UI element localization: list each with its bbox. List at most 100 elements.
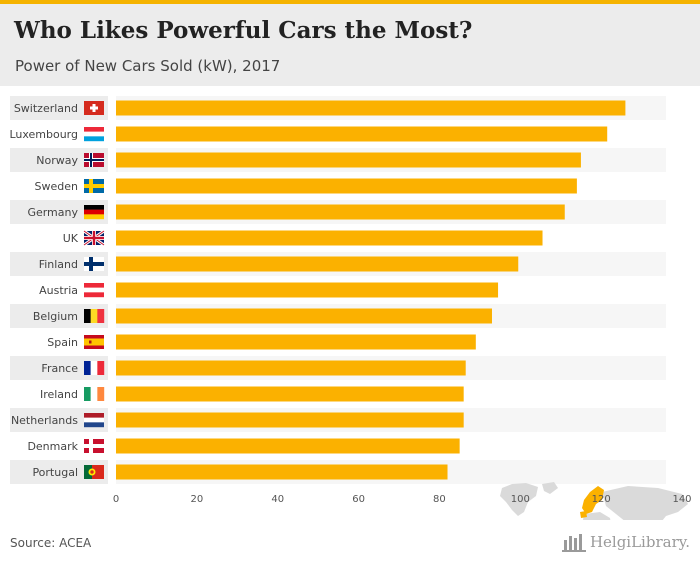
x-tick-label-140: 140: [672, 494, 691, 505]
category-label-france: France: [41, 362, 78, 375]
flag-cross: [84, 184, 104, 188]
category-label-germany: Germany: [27, 206, 78, 219]
map-africa: [583, 512, 611, 520]
flag-stripe: [84, 309, 91, 323]
map-asia: [602, 486, 688, 520]
flag-stripe: [84, 205, 104, 210]
chart-title: Who Likes Powerful Cars the Most?: [14, 17, 473, 44]
flag-cross-inner: [84, 159, 104, 161]
flag-stripe: [84, 209, 104, 215]
category-label-luxembourg: Luxembourg: [9, 128, 78, 141]
flag-emblem: [89, 340, 92, 344]
flag-stripe: [84, 387, 91, 401]
uk-flag-icon: [83, 229, 105, 247]
bar-ireland: [116, 386, 464, 402]
source-note: Source: ACEA: [10, 536, 92, 550]
bar-sweden: [116, 178, 577, 194]
luxembourg-flag-icon: [84, 127, 104, 142]
bar-netherlands: [116, 412, 464, 428]
belgium-flag-icon: [84, 309, 105, 323]
bar-finland: [116, 256, 519, 272]
chart-header: Who Likes Powerful Cars the Most? Power …: [0, 4, 700, 86]
denmark-flag-icon: [84, 439, 104, 453]
flag-stripe: [84, 214, 104, 220]
bar-spain: [116, 334, 476, 350]
norway-flag-icon: [84, 153, 104, 167]
bar-uk: [116, 230, 543, 246]
category-label-switzerland: Switzerland: [14, 102, 78, 115]
bar-belgium: [116, 308, 492, 324]
bar-france: [116, 360, 466, 376]
flag-stripe: [97, 387, 105, 401]
ireland-flag-icon: [84, 387, 105, 401]
map-europe-highlight: [582, 486, 604, 514]
x-tick-label-20: 20: [190, 494, 203, 505]
category-label-uk: UK: [63, 232, 79, 245]
austria-flag-icon: [84, 283, 104, 298]
flag-stripe: [84, 283, 104, 288]
germany-flag-icon: [84, 205, 104, 220]
chart-subtitle: Power of New Cars Sold (kW), 2017: [15, 57, 281, 75]
world-map-icon: [500, 482, 688, 520]
flag-stripe: [84, 422, 104, 428]
bar-germany: [116, 204, 565, 220]
top-accent-bar: [0, 0, 700, 4]
flag-stripe: [97, 309, 105, 323]
flag-stripe: [84, 338, 104, 346]
category-label-belgium: Belgium: [33, 310, 78, 323]
flag-stripe: [84, 413, 104, 418]
flag-stripe: [90, 361, 98, 375]
category-label-netherlands: Netherlands: [11, 414, 78, 427]
flag-stripe: [97, 361, 105, 375]
x-tick-label-60: 60: [352, 494, 365, 505]
bar-switzerland: [116, 100, 626, 116]
bar-norway: [116, 152, 581, 168]
category-label-spain: Spain: [47, 336, 78, 349]
flag-stripe: [84, 417, 104, 423]
sweden-flag-icon: [84, 179, 104, 193]
category-label-ireland: Ireland: [40, 388, 78, 401]
flag-emblem: [90, 470, 94, 474]
category-label-finland: Finland: [39, 258, 78, 271]
flag-stripe: [84, 136, 104, 142]
flag-cross: [84, 444, 104, 448]
flag-stripe: [84, 287, 104, 293]
x-tick-label-0: 0: [113, 494, 119, 505]
portugal-flag-icon: [84, 465, 104, 479]
category-label-denmark: Denmark: [27, 440, 78, 453]
switzerland-flag-icon: [84, 101, 104, 115]
finland-flag-icon: [84, 257, 104, 271]
brand-name: HelgiLibrary.: [589, 533, 690, 551]
netherlands-flag-icon: [84, 413, 104, 428]
x-tick-label-40: 40: [271, 494, 284, 505]
chart-rows: Switzerland Luxembourg Norway Sweden Germany…: [9, 96, 666, 484]
bar-portugal: [116, 464, 448, 480]
flag-stripe: [84, 127, 104, 132]
map-north-america: [500, 483, 538, 516]
category-label-sweden: Sweden: [35, 180, 78, 193]
flag-stripe: [84, 292, 104, 298]
library-icon: [561, 534, 586, 552]
flag-cross: [84, 262, 104, 266]
flag-stripe: [84, 361, 91, 375]
flag-stripe: [90, 309, 98, 323]
flag-stripe: [84, 465, 92, 479]
category-label-portugal: Portugal: [32, 466, 78, 479]
spain-flag-icon: [84, 335, 104, 349]
x-tick-label-120: 120: [592, 494, 611, 505]
x-tick-label-80: 80: [433, 494, 446, 505]
flag-cross: [84, 236, 104, 240]
bar-luxembourg: [116, 126, 608, 142]
bar-denmark: [116, 438, 460, 454]
category-label-norway: Norway: [36, 154, 78, 167]
flag-stripe: [90, 387, 98, 401]
france-flag-icon: [84, 361, 105, 375]
x-tick-label-100: 100: [511, 494, 530, 505]
bar-austria: [116, 282, 499, 298]
flag-cross: [90, 106, 98, 110]
flag-stripe: [84, 131, 104, 137]
category-label-austria: Austria: [39, 284, 78, 297]
map-iberia-highlight: [580, 511, 587, 518]
map-greenland: [542, 482, 558, 494]
brand-logo[interactable]: HelgiLibrary.: [561, 532, 690, 552]
